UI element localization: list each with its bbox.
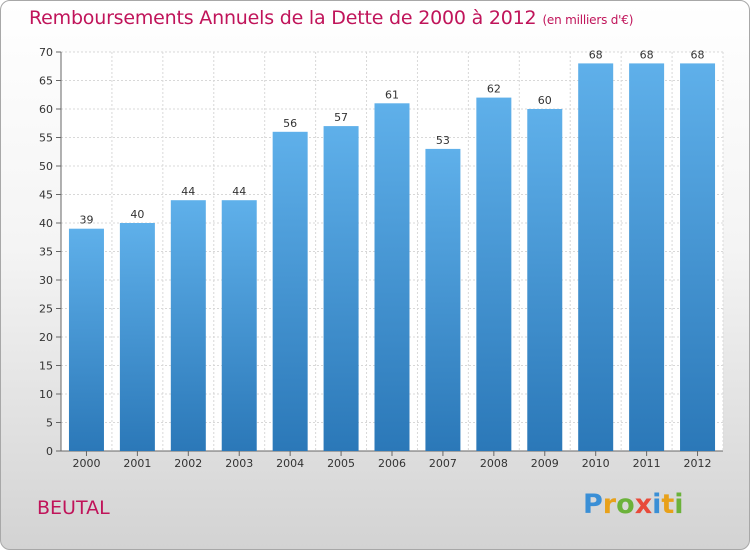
y-tick-label: 30: [39, 274, 53, 287]
bar-value-label: 62: [487, 83, 501, 96]
bar-value-label: 40: [130, 208, 144, 221]
bar: [578, 63, 614, 452]
bar-value-label: 68: [691, 48, 705, 61]
bar-value-label: 68: [640, 48, 654, 61]
x-tick-label: 2010: [582, 457, 610, 470]
y-tick-label: 60: [39, 103, 53, 116]
commune-name: BEUTAL: [37, 497, 110, 519]
y-tick-label: 10: [39, 388, 53, 401]
y-tick-label: 45: [39, 189, 53, 202]
x-tick-label: 2004: [276, 457, 304, 470]
y-tick-label: 15: [39, 360, 53, 373]
x-tick-label: 2002: [174, 457, 202, 470]
x-tick-label: 2005: [327, 457, 355, 470]
logo-letter: r: [602, 489, 617, 520]
bar-value-label: 57: [334, 111, 348, 124]
logo-letter: i: [652, 489, 662, 520]
proxiti-logo: Proxiti: [583, 489, 684, 520]
logo-letter: t: [661, 489, 675, 520]
x-tick-label: 2012: [684, 457, 712, 470]
y-tick-label: 0: [46, 445, 53, 458]
bar-value-label: 61: [385, 88, 399, 101]
x-tick-label: 2007: [429, 457, 457, 470]
y-tick-label: 25: [39, 303, 53, 316]
bar: [680, 63, 716, 452]
bar: [374, 103, 410, 452]
logo-letter: P: [583, 489, 603, 520]
y-tick-label: 65: [39, 75, 53, 88]
bar: [272, 131, 308, 452]
bar: [425, 148, 461, 451]
bar: [527, 109, 563, 451]
x-tick-label: 2009: [531, 457, 559, 470]
x-tick-label: 2011: [633, 457, 661, 470]
y-tick-label: 70: [39, 46, 53, 59]
x-tick-label: 2000: [72, 457, 100, 470]
y-tick-label: 35: [39, 246, 53, 259]
bar-value-label: 60: [538, 94, 552, 107]
bar-value-label: 56: [283, 117, 297, 130]
bar: [476, 97, 512, 451]
y-tick-label: 5: [46, 417, 53, 430]
chart-title-text: Remboursements Annuels de la Dette de 20…: [29, 7, 537, 29]
bar-value-label: 68: [589, 48, 603, 61]
bar-value-label: 44: [232, 185, 246, 198]
logo-letter: o: [616, 489, 635, 520]
bar: [170, 200, 206, 451]
y-tick-label: 50: [39, 160, 53, 173]
x-tick-label: 2008: [480, 457, 508, 470]
bar: [221, 200, 257, 451]
y-tick-label: 55: [39, 132, 53, 145]
x-tick-label: 2001: [123, 457, 151, 470]
bar: [629, 63, 665, 452]
bar-value-label: 39: [79, 214, 93, 227]
bar: [119, 223, 155, 451]
chart-subtitle: (en milliers d'€): [542, 13, 634, 27]
logo-letter: x: [634, 489, 653, 520]
bar-value-label: 44: [181, 185, 195, 198]
y-tick-label: 20: [39, 331, 53, 344]
x-tick-label: 2006: [378, 457, 406, 470]
bar: [68, 228, 104, 451]
logo-letter: i: [674, 489, 684, 520]
chart-title: Remboursements Annuels de la Dette de 20…: [29, 7, 633, 29]
y-tick-label: 40: [39, 217, 53, 230]
x-tick-label: 2003: [225, 457, 253, 470]
bar-value-label: 53: [436, 134, 450, 147]
bar: [323, 126, 359, 451]
